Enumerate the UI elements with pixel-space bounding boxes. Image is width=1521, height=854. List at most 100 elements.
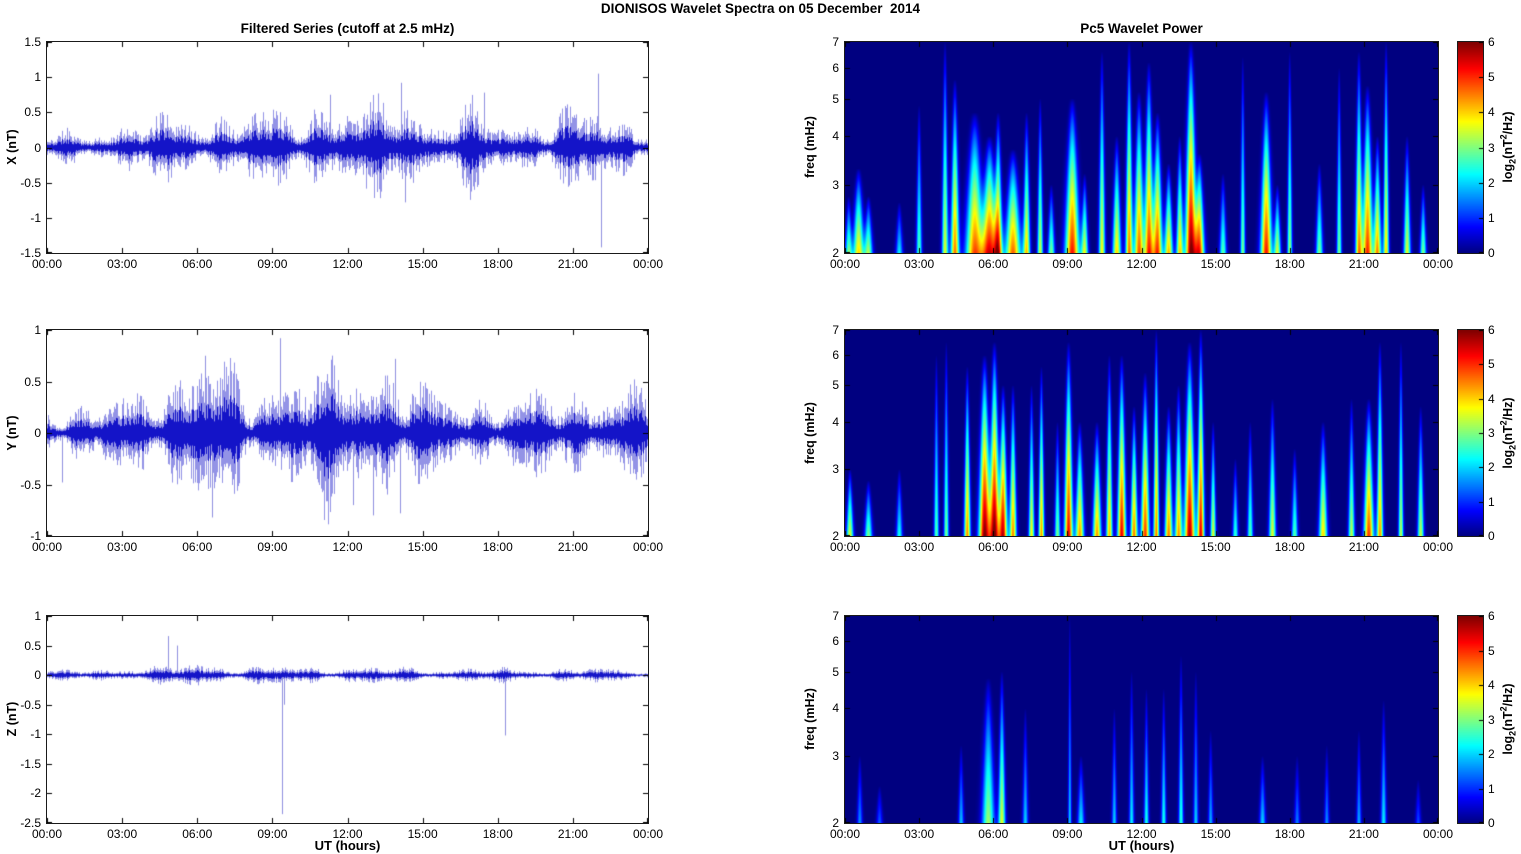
- colorbar-tick-label: 6: [1488, 609, 1495, 623]
- x-tick-label: 18:00: [482, 540, 513, 554]
- freq-tick-label: 6: [832, 634, 839, 649]
- x-tick-label: 03:00: [904, 827, 935, 841]
- freq-tick-label: 5: [832, 664, 839, 679]
- y-tick-label: -0.5: [20, 697, 41, 712]
- colorbar-tick-label: 5: [1488, 357, 1495, 372]
- x-tick-label: 21:00: [557, 540, 588, 554]
- x-wavelet-plot-canvas: [844, 41, 1439, 254]
- freq-tick-label: 3: [832, 177, 839, 192]
- colorbar-tick-label: 3: [1488, 712, 1495, 727]
- colorbar-tick-label: 4: [1488, 678, 1495, 692]
- colorbar-tick-label: 0: [1488, 246, 1495, 260]
- x-axis-label: UT (hours): [314, 838, 381, 853]
- x-tick-label: 09:00: [1052, 257, 1083, 271]
- freq-tick-label: 3: [832, 749, 839, 763]
- colorbar-tick-label: 2: [1488, 175, 1495, 190]
- y-series-plot-canvas: [46, 329, 649, 537]
- freq-tick-label: 5: [832, 91, 839, 106]
- x-tick-label: 06:00: [182, 827, 213, 841]
- x-tick-label: 15:00: [1200, 540, 1231, 554]
- colorbar-tick-label: 6: [1488, 323, 1495, 337]
- freq-axis-label: freq (mHz): [803, 402, 817, 464]
- colorbar-tick-label: 3: [1488, 426, 1495, 440]
- x-tick-label: 06:00: [182, 257, 213, 271]
- x-tick-label: 03:00: [107, 257, 138, 271]
- x-tick-label: 03:00: [904, 540, 935, 554]
- x-tick-label: 18:00: [1274, 540, 1305, 554]
- colorbar: [1457, 41, 1484, 254]
- colorbar-tick-label: 6: [1488, 35, 1495, 49]
- y-tick-label: -2.5: [20, 816, 41, 830]
- freq-tick-label: 2: [832, 246, 839, 260]
- x-tick-label: 00:00: [1422, 257, 1454, 271]
- colorbar-tick-label: 4: [1488, 105, 1495, 120]
- freq-axis-label: freq (mHz): [803, 688, 817, 750]
- freq-tick-label: 4: [832, 701, 839, 716]
- x-series-plot-canvas: [46, 41, 649, 254]
- x-tick-label: 09:00: [1052, 540, 1083, 554]
- colorbar-tick-label: 0: [1488, 529, 1495, 543]
- freq-tick-label: 3: [832, 462, 839, 477]
- y-tick-label: 0: [34, 140, 41, 155]
- x-tick-label: 00:00: [829, 257, 861, 271]
- freq-tick-label: 2: [832, 529, 839, 543]
- x-tick-label: 15:00: [407, 540, 438, 554]
- colorbar-tick-label: 1: [1488, 494, 1495, 509]
- x-tick-label: 06:00: [182, 540, 213, 554]
- y-tick-label: 0.5: [24, 638, 41, 653]
- x-tick-label: 00:00: [829, 540, 861, 554]
- colorbar-tick-label: 0: [1488, 816, 1495, 830]
- z-wavelet-plot-canvas: [844, 615, 1439, 824]
- colorbar-tick-label: 3: [1488, 140, 1495, 155]
- x-tick-label: 12:00: [1126, 257, 1157, 271]
- x-tick-label: 12:00: [1126, 540, 1157, 554]
- y-tick-label: -1: [30, 210, 41, 225]
- freq-tick-label: 6: [832, 348, 839, 363]
- y-tick-label: 1: [34, 323, 41, 337]
- colorbar-tick-label: 1: [1488, 781, 1495, 796]
- figure-title: DIONISOS Wavelet Spectra on 05 December …: [600, 1, 921, 16]
- colorbar: [1457, 329, 1484, 537]
- x-tick-label: 15:00: [1200, 827, 1231, 841]
- freq-tick-label: 7: [832, 323, 839, 337]
- y-tick-label: 0.5: [24, 105, 41, 120]
- x-tick-label: 03:00: [107, 540, 138, 554]
- x-tick-label: 09:00: [257, 827, 288, 841]
- colorbar-tick-label: 5: [1488, 70, 1495, 85]
- x-tick-label: 18:00: [482, 257, 513, 271]
- x-tick-label: 18:00: [1274, 257, 1305, 271]
- x-axis-label: UT (hours): [1108, 838, 1175, 853]
- y-tick-label: -1.5: [20, 756, 41, 771]
- x-tick-label: 15:00: [407, 827, 438, 841]
- x-tick-label: 00:00: [632, 827, 664, 841]
- y-tick-label: -0.5: [20, 175, 41, 190]
- x-tick-label: 06:00: [978, 827, 1009, 841]
- colorbar: [1457, 615, 1484, 824]
- x-tick-label: 21:00: [557, 827, 588, 841]
- y-tick-label: -1.5: [20, 246, 41, 260]
- y-tick-label: 1: [34, 609, 41, 623]
- x-tick-label: 06:00: [978, 540, 1009, 554]
- colorbar-tick-label: 4: [1488, 391, 1495, 406]
- freq-tick-label: 5: [832, 378, 839, 393]
- x-tick-label: 00:00: [1422, 827, 1454, 841]
- colorbar-tick-label: 2: [1488, 747, 1495, 761]
- y-wavelet-plot-canvas: [844, 329, 1439, 537]
- left-column-title: Filtered Series (cutoff at 2.5 mHz): [240, 21, 455, 36]
- y-tick-label: 1: [34, 70, 41, 85]
- freq-tick-label: 7: [832, 609, 839, 623]
- x-tick-label: 03:00: [107, 827, 138, 841]
- x-tick-label: 00:00: [1422, 540, 1454, 554]
- right-column-title: Pc5 Wavelet Power: [1080, 21, 1203, 36]
- colorbar-tick-label: 1: [1488, 210, 1495, 225]
- y-tick-label: 0: [34, 426, 41, 440]
- x-tick-label: 00:00: [829, 827, 861, 841]
- y-tick-label: -0.5: [20, 477, 41, 492]
- x-tick-label: 18:00: [482, 827, 513, 841]
- x-tick-label: 03:00: [904, 257, 935, 271]
- x-tick-label: 18:00: [1274, 827, 1305, 841]
- x-tick-label: 21:00: [1348, 540, 1379, 554]
- x-tick-label: 12:00: [332, 540, 363, 554]
- freq-tick-label: 7: [832, 35, 839, 49]
